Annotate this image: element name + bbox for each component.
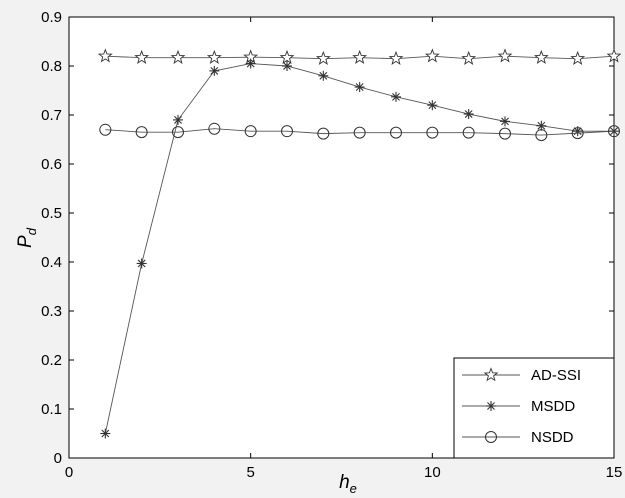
x-tick-label: 5 [246,464,254,481]
star-marker [497,48,513,63]
y-tick-label: 0 [54,450,62,467]
x-axis-title-main: h [339,472,350,493]
circle-marker [499,127,511,140]
circle-marker [281,125,293,138]
legend-entries: AD-SSI MSDD NSDD [462,367,581,446]
circle-marker [135,126,148,139]
legend-label: AD-SSI [531,367,581,384]
asterisk-marker [486,401,496,411]
y-tick-label: 0.7 [41,107,62,124]
y-axis-title: Pd [15,227,39,248]
series-ad-ssi [97,48,622,65]
y-tick-label: 0.8 [41,58,62,75]
asterisk-marker [354,82,365,93]
y-tick-label: 0.4 [41,254,62,271]
circle-marker [608,125,620,138]
y-tick-label: 0.6 [41,156,62,173]
star-marker [352,49,368,64]
y-axis-title-subscript: d [24,227,39,235]
series-nsdd [99,122,620,142]
y-tick-label: 0.1 [41,401,62,418]
y-tick-label: 0.5 [41,205,62,222]
y-tick-label: 0.3 [41,303,62,320]
star-marker [570,50,586,65]
asterisk-marker [500,116,510,127]
circle-marker [571,127,584,140]
star-marker [170,49,186,64]
asterisk-marker [391,91,401,102]
asterisk-marker [282,61,292,71]
x-axis-title: he [339,472,357,496]
x-tick-label: 0 [65,464,73,481]
asterisk-marker [536,120,547,131]
x-tick-label: 10 [424,464,441,481]
circle-marker [426,126,439,139]
legend-entry: AD-SSI [462,367,581,384]
legend-entry: MSDD [462,398,575,415]
circle-marker [244,125,257,138]
star-marker [388,50,404,65]
asterisk-marker [209,65,220,76]
circle-marker [172,126,184,139]
star-marker [461,50,477,65]
y-tick-label: 0.9 [41,9,62,26]
x-tick-label: 15 [606,464,623,481]
star-marker [279,49,295,64]
star-marker [424,48,440,63]
circle-marker [99,123,112,136]
star-marker [483,367,499,382]
star-marker [315,50,331,65]
legend-label: MSDD [531,398,575,415]
circle-marker [462,126,475,139]
asterisk-marker [173,114,183,125]
star-marker [606,48,622,63]
asterisk-marker [245,58,256,69]
asterisk-marker [318,70,329,81]
circle-marker [317,127,330,140]
series-msdd [100,58,619,439]
circle-marker [353,126,366,139]
star-marker [206,49,222,64]
asterisk-marker [100,428,111,439]
series-layer [97,48,622,439]
circle-marker [485,431,497,443]
star-marker [97,48,113,63]
y-tick-label: 0.2 [41,352,62,369]
legend-entry: NSDD [462,429,574,446]
tick-label-group: 0 5 10 15 0 0.1 0.2 0.3 0.4 0.5 0.6 0.7 0.8 0.9 [41,9,622,481]
asterisk-marker [463,109,474,120]
legend: AD-SSI MSDD NSDD [453,357,615,459]
circle-marker [208,122,221,135]
y-axis-title-main: P [15,235,36,248]
series-line [105,128,615,136]
star-marker [533,49,549,64]
x-axis-title-subscript: e [350,481,357,496]
circle-marker [535,129,548,142]
circle-marker [390,126,402,139]
asterisk-marker [427,100,438,111]
asterisk-marker [136,258,147,269]
star-marker [134,49,150,64]
legend-label: NSDD [531,429,574,446]
